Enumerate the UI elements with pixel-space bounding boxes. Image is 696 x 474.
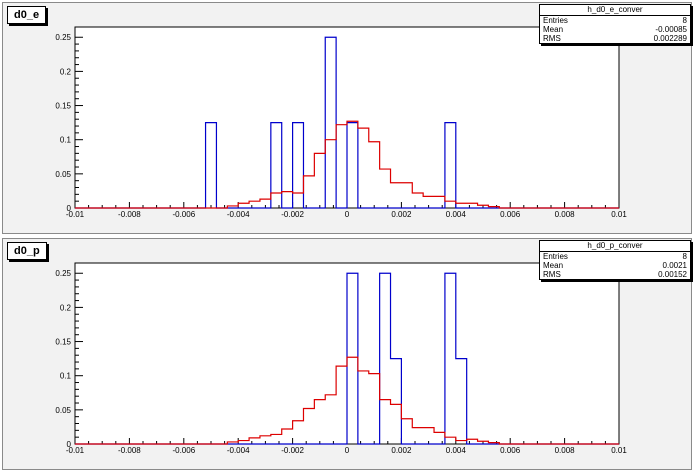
x-tick-label: -0.002 xyxy=(281,446,304,455)
x-tick-label: 0 xyxy=(345,446,350,455)
y-tick-label: 0 xyxy=(67,440,72,449)
x-tick-label: 0.006 xyxy=(500,446,521,455)
histogram-title: d0_e xyxy=(7,6,47,24)
stats-row: Entries 8 xyxy=(540,16,690,25)
x-tick-label: -0.008 xyxy=(118,446,141,455)
x-tick-label: 0.008 xyxy=(555,446,576,455)
y-tick-label: 0 xyxy=(67,204,72,213)
stats-value: 8 xyxy=(682,16,687,25)
x-tick-label: -0.006 xyxy=(172,210,195,219)
histogram-title: d0_p xyxy=(7,242,47,260)
x-tick-label: -0.008 xyxy=(118,210,141,219)
y-tick-label: 0.1 xyxy=(60,136,72,145)
stats-value: 0.00152 xyxy=(658,270,687,279)
x-tick-label: 0.002 xyxy=(391,446,412,455)
stats-box: h_d0_p_conver Entries 8 Mean 0.0021 RMS … xyxy=(539,240,691,280)
stats-value: 0.002289 xyxy=(653,34,687,43)
histogram-series-1 xyxy=(75,120,619,209)
stats-box-name: h_d0_p_conver xyxy=(540,241,690,252)
x-tick-label: -0.004 xyxy=(227,210,250,219)
stats-box: h_d0_e_conver Entries 8 Mean -0.00085 RM… xyxy=(539,4,691,44)
y-tick-label: 0.25 xyxy=(55,33,71,42)
stats-row: Entries 8 xyxy=(540,252,690,261)
stats-row: RMS 0.00152 xyxy=(540,270,690,279)
stats-value: 0.0021 xyxy=(662,261,687,270)
histogram-series-1 xyxy=(75,356,619,445)
x-tick-label: 0.01 xyxy=(611,210,627,219)
x-tick-label: 0.004 xyxy=(446,446,467,455)
y-tick-label: 0.15 xyxy=(55,338,71,347)
y-tick-label: 0.05 xyxy=(55,406,71,415)
x-tick-label: -0.01 xyxy=(66,210,85,219)
d0-p-plot: 0 0.05 0.1 0.15 0.2 0.25 -0.01 -0.008 -0.006 -0.0… xyxy=(55,262,627,455)
stats-row: Mean -0.00085 xyxy=(540,25,690,34)
stats-label: Entries xyxy=(543,16,568,25)
y-tick-label: 0.1 xyxy=(60,372,72,381)
stats-label: Mean xyxy=(543,25,564,34)
x-tick-label: -0.004 xyxy=(227,446,250,455)
stats-value: -0.00085 xyxy=(655,25,687,34)
x-tick-label: 0 xyxy=(345,210,350,219)
x-tick-label: -0.006 xyxy=(172,446,195,455)
stats-row: Mean 0.0021 xyxy=(540,261,690,270)
stats-label: Entries xyxy=(543,252,568,261)
x-tick-label: 0.004 xyxy=(446,210,467,219)
y-tick-label: 0.05 xyxy=(55,170,71,179)
x-tick-label: 0.006 xyxy=(500,210,521,219)
y-tick-label: 0.2 xyxy=(60,67,72,76)
y-tick-label: 0.15 xyxy=(55,102,71,111)
stats-row: RMS 0.002289 xyxy=(540,34,690,43)
bottom-pad: 0 0.05 0.1 0.15 0.2 0.25 -0.01 -0.008 -0.006 -0.0… xyxy=(2,238,692,470)
x-tick-label: -0.01 xyxy=(66,446,85,455)
stats-label: RMS xyxy=(543,270,561,279)
stats-value: 8 xyxy=(682,252,687,261)
x-tick-label: 0.008 xyxy=(555,210,576,219)
stats-label: RMS xyxy=(543,34,561,43)
stats-box-name: h_d0_e_conver xyxy=(540,5,690,16)
d0-e-plot: 0 0.05 0.1 0.15 0.2 0.25 -0.01 -0.008 -0.006 -0.0… xyxy=(55,26,627,219)
x-tick-label: 0.01 xyxy=(611,446,627,455)
stats-label: Mean xyxy=(543,261,564,270)
x-tick-label: -0.002 xyxy=(281,210,304,219)
x-tick-label: 0.002 xyxy=(391,210,412,219)
y-tick-label: 0.2 xyxy=(60,303,72,312)
top-pad: 0 0.05 0.1 0.15 0.2 0.25 -0.01 -0.008 -0.006 -0.0… xyxy=(2,2,692,234)
y-tick-label: 0.25 xyxy=(55,269,71,278)
